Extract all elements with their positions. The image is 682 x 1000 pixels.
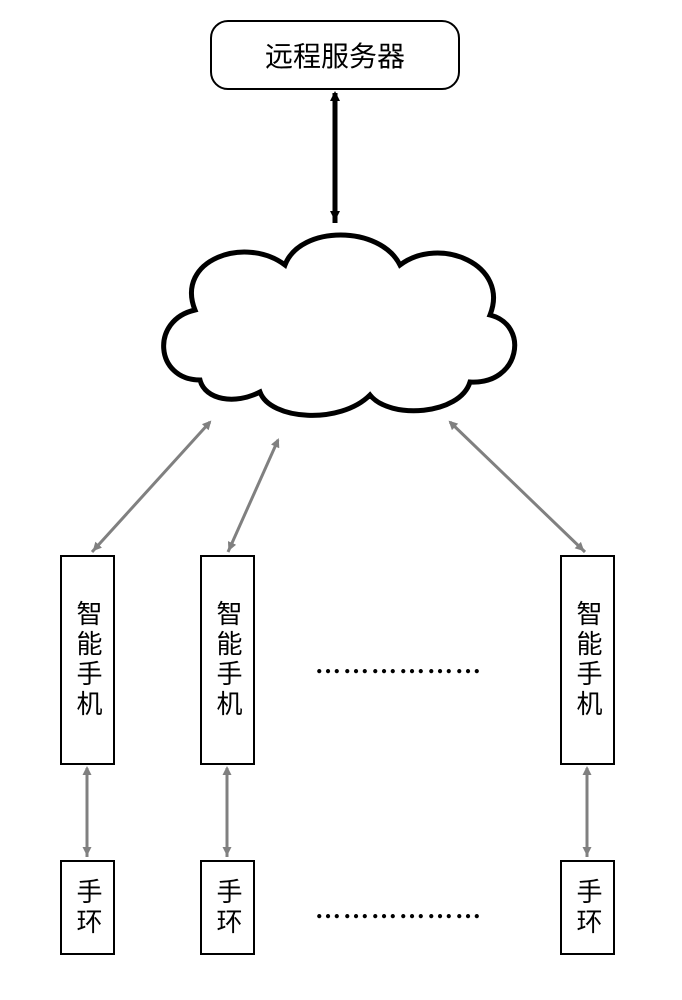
bracelet-label: 手环 <box>209 878 246 938</box>
diagram-overlay <box>0 0 682 1000</box>
cloud-icon <box>164 235 515 415</box>
phone-node: 智能手机 <box>560 555 615 765</box>
edge-cloud-phone <box>450 422 585 552</box>
phone-node: 智能手机 <box>60 555 115 765</box>
server-label: 远程服务器 <box>265 35 405 75</box>
phone-label: 智能手机 <box>69 600 106 720</box>
phone-node: 智能手机 <box>200 555 255 765</box>
bracelet-node: 手环 <box>200 860 255 955</box>
phone-label: 智能手机 <box>569 600 606 720</box>
bracelet-node: 手环 <box>60 860 115 955</box>
edge-cloud-phone <box>228 440 278 552</box>
bracelet-node: 手环 <box>560 860 615 955</box>
bracelet-label: 手环 <box>569 878 606 938</box>
ellipsis: ……………… <box>315 650 483 680</box>
phone-label: 智能手机 <box>209 600 246 720</box>
bracelet-label: 手环 <box>69 878 106 938</box>
server-node: 远程服务器 <box>210 20 460 90</box>
ellipsis: ……………… <box>315 895 483 925</box>
edge-cloud-phone <box>92 422 210 552</box>
